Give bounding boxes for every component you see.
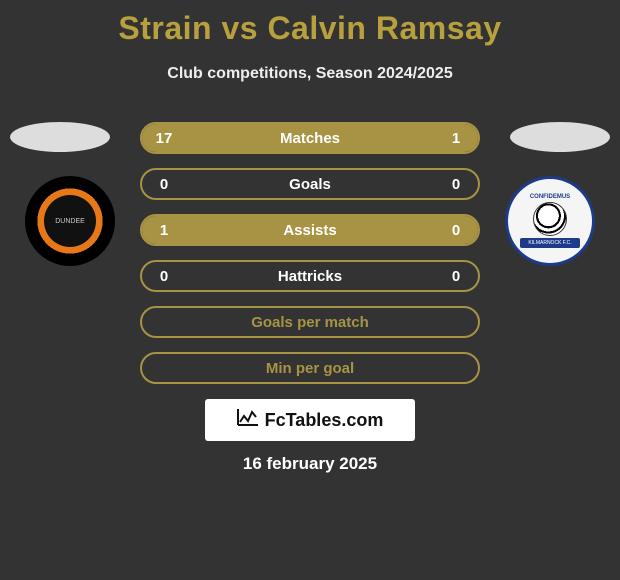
footer-brand-text: FcTables.com	[265, 410, 384, 431]
stat-row: 0Goals0	[140, 168, 480, 200]
stat-value-left: 0	[142, 176, 186, 193]
badge-right-ribbon: KILMARNOCK F.C.	[520, 238, 580, 248]
stat-value-right: 1	[434, 130, 478, 147]
stat-value-left: 0	[142, 268, 186, 285]
stat-row: 17Matches1	[140, 122, 480, 154]
subtitle: Club competitions, Season 2024/2025	[0, 65, 620, 83]
stat-value-left: 1	[142, 222, 186, 239]
stat-value-right: 0	[434, 268, 478, 285]
stat-row: Goals per match	[140, 306, 480, 338]
club-badge-left-inner: DUNDEE	[44, 195, 96, 247]
stat-row: 0Hattricks0	[140, 260, 480, 292]
stat-row: 1Assists0	[140, 214, 480, 246]
stat-label: Goals	[186, 176, 434, 193]
date-label: 16 february 2025	[0, 454, 620, 474]
player-shadow-left	[10, 122, 110, 152]
club-badge-right: CONFIDEMUS KILMARNOCK F.C.	[505, 176, 595, 266]
club-badge-left: DUNDEE	[25, 176, 115, 266]
stat-label: Goals per match	[186, 314, 434, 331]
badge-right-top-text: CONFIDEMUS	[530, 194, 570, 200]
page-title: Strain vs Calvin Ramsay	[0, 0, 620, 47]
badge-right-ball-icon	[533, 202, 567, 236]
stat-value-left: 17	[142, 130, 186, 147]
stat-value-right: 0	[434, 176, 478, 193]
stat-label: Matches	[186, 130, 434, 147]
stat-label: Min per goal	[186, 360, 434, 377]
stat-label: Assists	[186, 222, 434, 239]
footer-brand[interactable]: FcTables.com	[205, 399, 415, 441]
stat-value-right: 0	[434, 222, 478, 239]
stats-container: 17Matches10Goals01Assists00Hattricks0Goa…	[140, 122, 480, 384]
chart-icon	[237, 408, 259, 432]
stat-label: Hattricks	[186, 268, 434, 285]
stat-row: Min per goal	[140, 352, 480, 384]
player-shadow-right	[510, 122, 610, 152]
